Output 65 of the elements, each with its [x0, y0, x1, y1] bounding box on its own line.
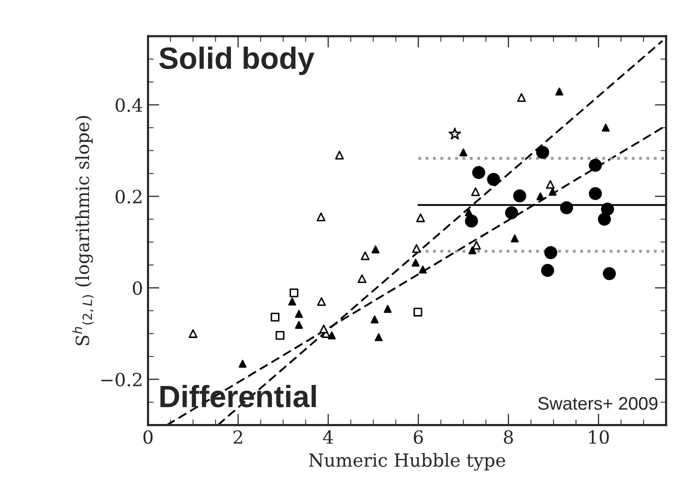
- x-tick-label: 8: [504, 430, 513, 444]
- point: [238, 360, 247, 368]
- point: [510, 234, 519, 242]
- point: [601, 202, 614, 216]
- point: [270, 312, 280, 322]
- point: [319, 324, 328, 334]
- point: [588, 187, 602, 200]
- x-tick-label: 4: [323, 430, 334, 444]
- point: [335, 150, 344, 160]
- annotation: Swaters+ 2009: [538, 397, 658, 410]
- point: [536, 192, 544, 200]
- y-tick-label: 0.2: [116, 190, 142, 204]
- point: [602, 267, 616, 280]
- point: [360, 251, 370, 260]
- point: [555, 88, 564, 96]
- point: [464, 208, 473, 216]
- point: [472, 166, 486, 180]
- x-tick-label: 2: [234, 430, 242, 444]
- point: [416, 213, 425, 222]
- point: [358, 274, 366, 284]
- x-tick-label: 6: [414, 430, 423, 444]
- point: [588, 158, 602, 172]
- point: [414, 308, 422, 316]
- y-axis-title: S$^{h}$$_{(2,L)}$ (logarithmic slope): [72, 116, 94, 346]
- point: [468, 246, 476, 254]
- point: [372, 245, 380, 254]
- x-axis-title: Numeric Hubble type: [309, 452, 506, 471]
- y-tick-label: 0.4: [116, 98, 142, 112]
- point: [374, 333, 383, 342]
- x-tick-label: 0: [143, 430, 153, 444]
- point: [328, 331, 336, 340]
- point: [546, 180, 555, 189]
- point: [517, 93, 526, 102]
- point: [317, 297, 326, 306]
- annotation: Solid body: [159, 46, 314, 76]
- point: [294, 320, 303, 329]
- point: [513, 189, 526, 202]
- point: [459, 148, 468, 156]
- point: [487, 172, 500, 186]
- point: [412, 244, 421, 253]
- point: [418, 266, 427, 274]
- point: [560, 201, 574, 214]
- point: [276, 331, 284, 340]
- point: [544, 246, 558, 260]
- point: [294, 310, 303, 318]
- point: [598, 212, 611, 226]
- x-tick-label: 10: [589, 430, 609, 444]
- point: [188, 329, 198, 338]
- point: [384, 304, 392, 313]
- point: [448, 128, 462, 140]
- point: [412, 258, 420, 267]
- point: [505, 206, 518, 220]
- point: [472, 240, 481, 250]
- point: [548, 188, 557, 196]
- point: [464, 214, 478, 228]
- point: [288, 298, 296, 306]
- point: [471, 187, 480, 196]
- point: [602, 124, 610, 132]
- point: [370, 315, 379, 324]
- point: [536, 146, 550, 159]
- point: [541, 264, 554, 277]
- point: [290, 288, 298, 298]
- y-tick-label: −0.2: [101, 372, 142, 386]
- point: [316, 212, 326, 222]
- y-tick-label: 0: [132, 281, 142, 295]
